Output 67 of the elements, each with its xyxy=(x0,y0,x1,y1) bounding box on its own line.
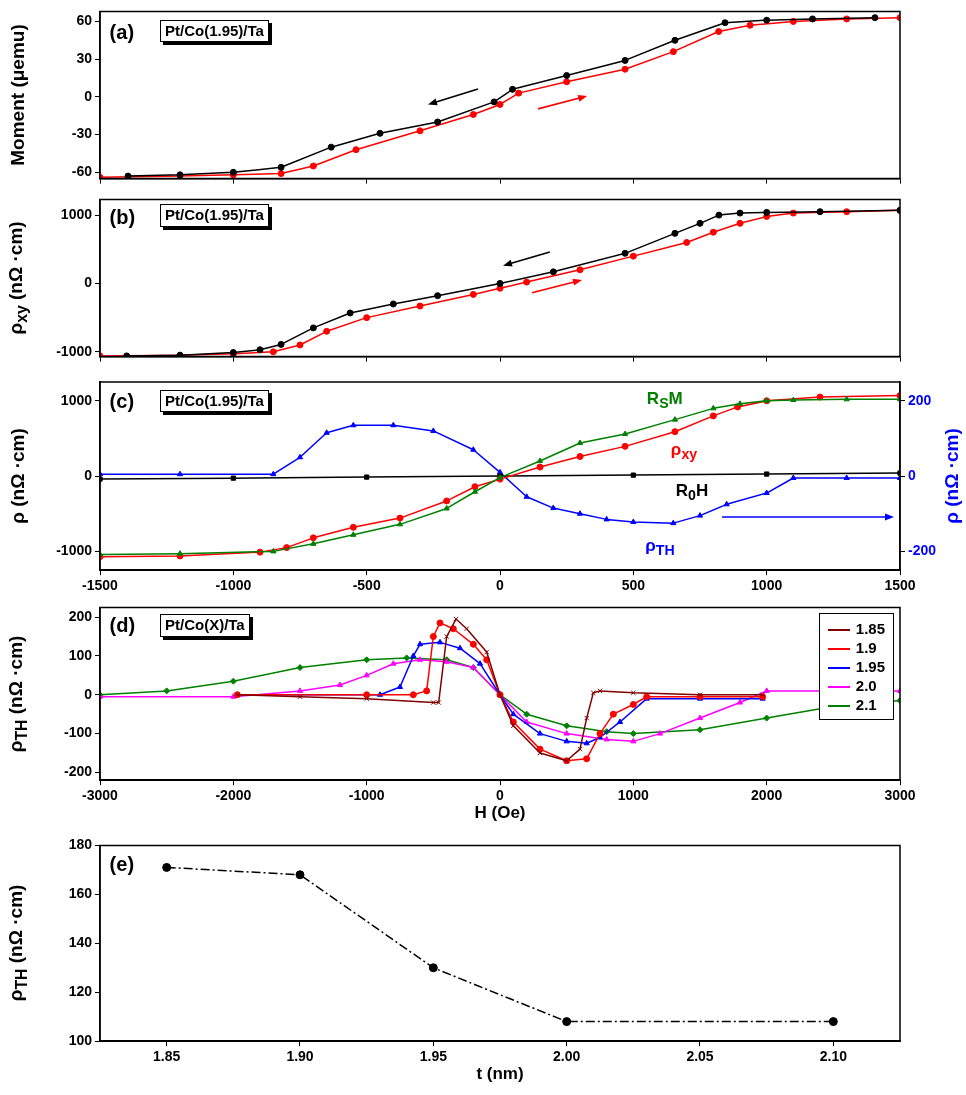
x-tick-label: 1.85 xyxy=(153,1048,181,1065)
y-tick-label: 100 xyxy=(68,646,93,663)
annotation: (b) xyxy=(109,205,136,228)
annotation: Pt/Co(X)/Ta xyxy=(160,614,250,637)
x-tick-label: 0 xyxy=(496,577,505,594)
legend-label: 1.95 xyxy=(855,658,885,676)
x-tick-label: 0 xyxy=(496,787,505,804)
annotation: (e) xyxy=(109,853,135,876)
y2-tick-label: -200 xyxy=(908,542,937,559)
y-tick-label: -30 xyxy=(71,125,93,142)
series-label: R$_{S}$M xyxy=(646,388,683,412)
annotation: Pt/Co(1.95)/Ta xyxy=(160,204,269,227)
annotation: (c) xyxy=(109,389,135,412)
x-tick-label: -1000 xyxy=(348,787,385,804)
x-tick-label: 1000 xyxy=(751,577,783,594)
series-label: ρ$_{TH}$ xyxy=(645,535,675,559)
annotation: (d) xyxy=(109,614,136,637)
x-tick-label: 2.05 xyxy=(686,1048,714,1065)
y-tick-label: 0 xyxy=(84,87,93,104)
y-tick-label: -200 xyxy=(63,763,93,780)
y-tick-label: 120 xyxy=(68,983,93,1000)
x-tick-label: 500 xyxy=(621,577,646,594)
x-tick-label: 1500 xyxy=(884,577,916,594)
x-tick-label: 1.90 xyxy=(286,1048,314,1065)
annotation: (a) xyxy=(109,21,135,44)
y-axis-title: Moment (μemu) xyxy=(6,24,29,166)
x-tick-label: -1500 xyxy=(82,577,119,594)
y-tick-label: 100 xyxy=(68,1032,93,1049)
y-tick-label: -1000 xyxy=(56,342,93,359)
series-label: ρ$_{xy}$ xyxy=(670,439,698,463)
y-tick-label: 0 xyxy=(84,274,93,291)
x-tick-label: 2000 xyxy=(751,787,783,804)
y-tick-label: -100 xyxy=(63,724,93,741)
y-tick-label: 200 xyxy=(68,607,93,624)
y-tick-label: 1000 xyxy=(60,205,93,222)
y-tick-label: 160 xyxy=(68,885,93,902)
annotation: Pt/Co(1.95)/Ta xyxy=(160,19,269,43)
x-tick-label: -500 xyxy=(352,577,381,594)
legend-label: 2.0 xyxy=(855,677,877,695)
y-tick-label: 0 xyxy=(84,466,93,483)
series-label: R$_{0}$H xyxy=(675,481,709,505)
y-tick-label: -1000 xyxy=(56,542,93,559)
x-tick-label: 2.10 xyxy=(819,1048,848,1065)
y-tick-label: -60 xyxy=(71,163,93,180)
y2-tick-label: 200 xyxy=(908,391,932,408)
y-tick-label: 60 xyxy=(76,12,93,29)
y-tick-label: 1000 xyxy=(60,391,93,408)
y-tick-label: 140 xyxy=(68,934,93,951)
x-tick-label: 3000 xyxy=(884,787,916,804)
x-tick-label: -1000 xyxy=(215,577,252,594)
legend-label: 1.85 xyxy=(855,620,885,638)
x-tick-label: 1.95 xyxy=(419,1048,448,1065)
y2-axis-title: ρ (nΩ ·cm) xyxy=(940,428,963,524)
x-tick-label: -2000 xyxy=(215,787,252,804)
x-tick-label: 1000 xyxy=(617,787,650,804)
y-tick-label: 0 xyxy=(84,685,93,702)
x-axis-title: H (Oe) xyxy=(474,803,526,823)
legend-label: 2.1 xyxy=(855,696,877,714)
y-tick-label: 30 xyxy=(76,50,93,67)
y-axis-title: ρ (nΩ ·cm) xyxy=(6,428,29,524)
x-tick-label: -3000 xyxy=(82,787,119,804)
x-axis-title: t (nm) xyxy=(476,1064,524,1084)
y-tick-label: 180 xyxy=(68,836,93,853)
y2-tick-label: 0 xyxy=(908,466,916,483)
annotation: Pt/Co(1.95)/Ta xyxy=(160,389,269,413)
legend-label: 1.9 xyxy=(855,639,877,657)
x-tick-label: 2.00 xyxy=(553,1048,581,1065)
